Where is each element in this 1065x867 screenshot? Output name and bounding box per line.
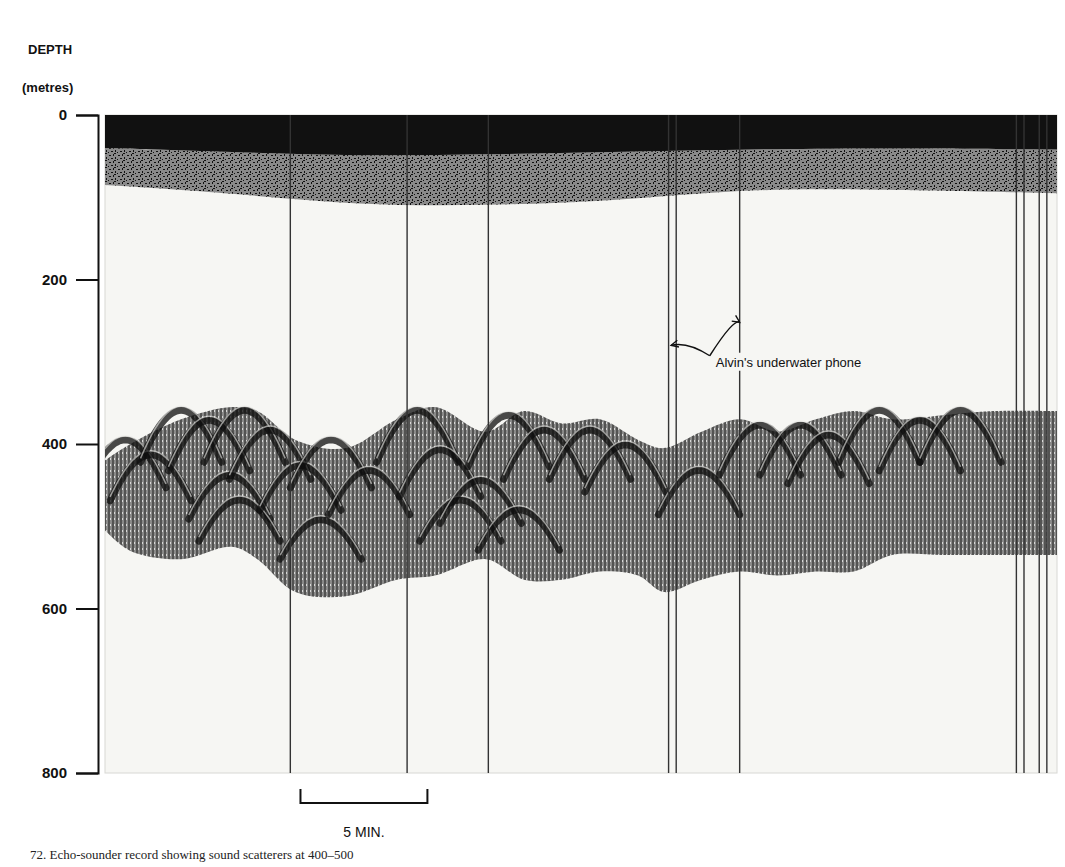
echo-trace-edge [658,466,739,510]
echo-trace [839,410,920,462]
echo-trace [788,435,869,484]
y-tick-mark [76,608,98,610]
echo-trace [280,520,361,559]
echo-trace-edge [549,426,630,475]
time-mark [1046,115,1047,773]
echo-trace [585,445,666,492]
annotation-arrowhead [732,315,740,322]
plot-frame [105,115,1057,773]
scale-bar-label: 5 MIN. [343,824,384,840]
echo-trace [440,480,521,523]
echo-trace-edge [920,406,1001,458]
annotation-background [714,353,904,371]
y-tick: 200 [42,271,98,288]
y-tick: 600 [42,600,98,617]
annotation-text: Alvin's underwater phone [716,355,862,370]
annotation-arrow [710,322,740,356]
scale-bar [300,789,427,803]
echo-trace-edge [328,466,409,510]
echo-trace-edge [468,411,549,462]
time-mark [676,115,677,773]
y-axis-line [76,116,99,774]
y-tick-mark [76,279,98,281]
annotation: Alvin's underwater phone [671,315,904,370]
y-axis-title: DEPTH [28,42,72,57]
echo-trace-edge [478,506,559,546]
time-mark [406,115,407,773]
time-mark [1023,115,1024,773]
echo-trace [478,510,559,550]
time-mark [290,115,291,773]
y-tick-label: 200 [42,271,67,288]
echo-trace-edge [199,496,280,537]
echo-trace [377,410,458,462]
echo-trace [658,470,739,514]
plot-area [105,115,1057,773]
surface-speckle [105,148,1057,205]
echo-trace [110,455,191,501]
y-tick-label: 800 [42,764,67,781]
y-tick: 0 [59,106,98,123]
echo-trace [290,440,371,488]
echo-trace-edge [585,441,666,488]
y-tick-mark [76,115,98,117]
y-tick-label: 600 [42,600,67,617]
echo-trace-edge [788,431,869,480]
annotation-arrowhead [671,340,679,347]
y-tick-mark [76,444,98,446]
echo-trace [328,470,409,514]
time-mark [1016,115,1017,773]
y-tick-label: 0 [59,106,67,123]
echo-trace [199,500,280,541]
echo-trace-edge [504,426,585,475]
time-mark [488,115,489,773]
echo-trace-edge [280,516,361,555]
scattering-layer [105,407,1057,597]
echo-trace [468,415,549,466]
surface-band [105,115,1057,155]
y-tick-label: 400 [42,435,67,452]
echo-trace-edge [839,406,920,458]
echo-trace [549,430,630,479]
time-mark [739,115,740,773]
time-mark [1039,115,1040,773]
y-axis: 0 200 400 600 800 [42,106,99,781]
caption: 72. Echo-sounder record showing sound sc… [30,847,353,862]
y-tick: 400 [42,435,98,452]
echo-trace [920,410,1001,462]
chart: 0 200 400 600 800 DEPTH (metres) 5 MIN. Alvin's … [0,0,1065,867]
time-mark [668,115,669,773]
y-tick-mark [76,773,98,775]
echo-trace-edge [110,451,191,497]
y-tick: 800 [42,764,98,781]
y-axis-title: (metres) [22,80,73,95]
